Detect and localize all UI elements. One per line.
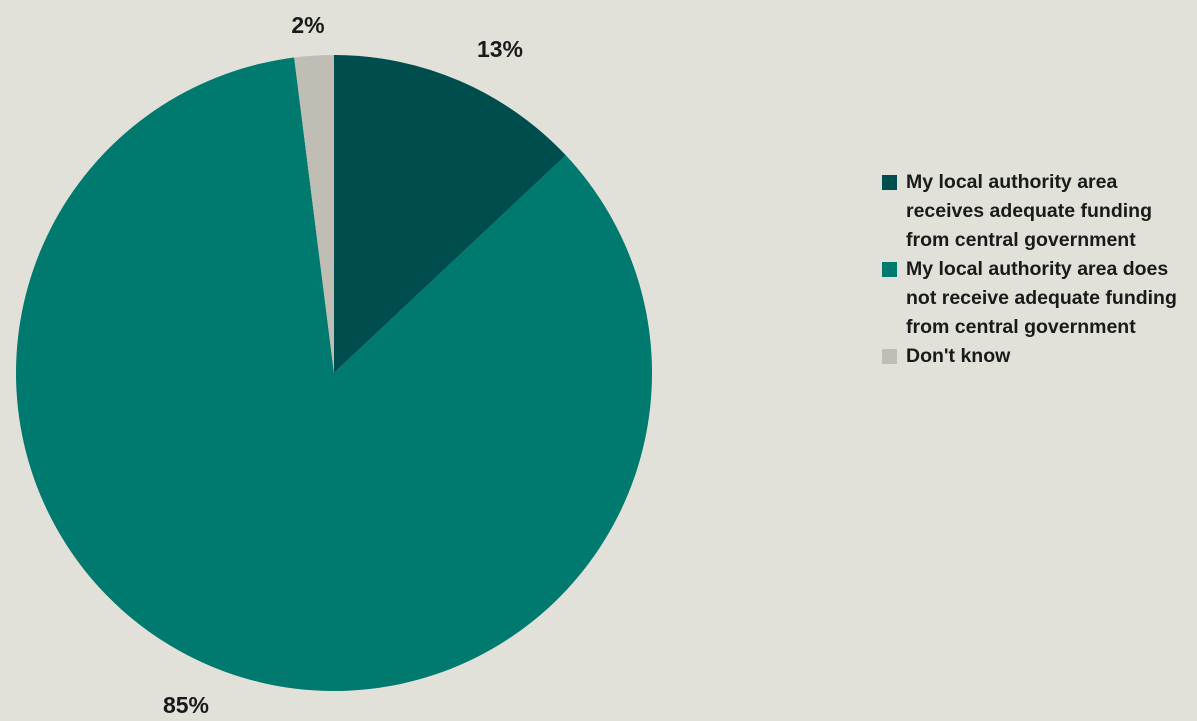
pie-slices xyxy=(16,55,653,692)
legend-swatch-3 xyxy=(882,349,897,364)
pie-data-labels: 13% 85% 2% xyxy=(163,12,523,718)
legend-item-2: My local authority area does not receive… xyxy=(882,255,1192,342)
legend-swatch-2 xyxy=(882,262,897,277)
data-label-1: 13% xyxy=(477,36,523,62)
pie-slice-2 xyxy=(16,57,653,692)
legend-item-3: Don't know xyxy=(882,342,1192,371)
legend-item-1: My local authority area receives adequat… xyxy=(882,168,1192,255)
data-label-2: 85% xyxy=(163,692,209,718)
legend-label-3: Don't know xyxy=(906,345,1011,367)
legend-swatch-1 xyxy=(882,175,897,190)
pie-slice-3 xyxy=(294,55,334,373)
legend-label-2: My local authority area does not receive… xyxy=(906,258,1177,338)
data-label-3: 2% xyxy=(291,12,324,38)
legend-label-1: My local authority area receives adequat… xyxy=(906,171,1152,251)
chart-legend: My local authority area receives adequat… xyxy=(882,168,1192,371)
pie-slice-1 xyxy=(334,55,566,373)
